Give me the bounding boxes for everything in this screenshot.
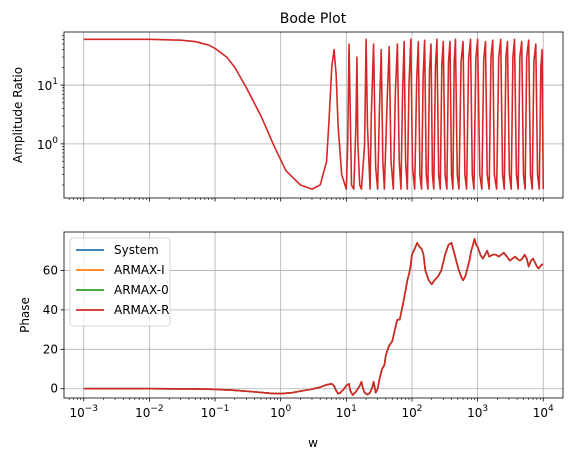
legend-label: System: [114, 243, 159, 257]
phase-y-label: Phase: [18, 297, 32, 333]
y-tick-label: 60: [43, 263, 58, 277]
phase-axes-frame: [63, 231, 564, 399]
phase-axes: 10−3 10−2 10−1 100 101 102 103 104 0 20 40 60 Phase…: [18, 231, 564, 450]
amplitude-axes: Bode Plot 100 101 Amplitude Ratio: [11, 11, 564, 202]
legend-label: ARMAX-R: [114, 303, 169, 317]
legend-label: ARMAX-I: [114, 263, 165, 277]
y-tick-label: 0: [50, 382, 58, 396]
series-line-curve: [83, 38, 545, 190]
chart-title: Bode Plot: [280, 11, 347, 27]
x-tick-label: 10−2: [135, 404, 164, 420]
y-tick-label: 20: [43, 342, 58, 356]
y-tick-label: 101: [37, 77, 58, 93]
x-tick-label: 104: [533, 404, 554, 420]
legend-label: ARMAX-0: [114, 283, 169, 297]
series-line-armax-r: [83, 238, 544, 396]
phase-ticks: 10−3 10−2 10−1 100 101 102 103 104 0 20 40 60: [43, 263, 554, 420]
y-tick-label: 40: [43, 303, 58, 317]
x-tick-label: 101: [336, 404, 357, 420]
x-tick-label: 100: [270, 404, 291, 420]
x-tick-label: 10−1: [201, 404, 230, 420]
amplitude-grid: [64, 32, 563, 198]
amplitude-axes-frame: [63, 31, 564, 199]
x-tick-label: 10−3: [69, 404, 98, 420]
amplitude-y-label: Amplitude Ratio: [11, 67, 25, 163]
x-axis-label: w: [308, 436, 318, 450]
x-tick-label: 102: [401, 404, 422, 420]
y-tick-label: 100: [37, 136, 58, 152]
legend: System ARMAX-I ARMAX-0 ARMAX-R: [69, 237, 171, 327]
legend-box: [69, 237, 171, 327]
phase-series: [83, 238, 544, 396]
x-tick-label: 103: [467, 404, 488, 420]
amplitude-series: [83, 38, 545, 190]
amplitude-ticks: 100 101: [37, 35, 544, 202]
